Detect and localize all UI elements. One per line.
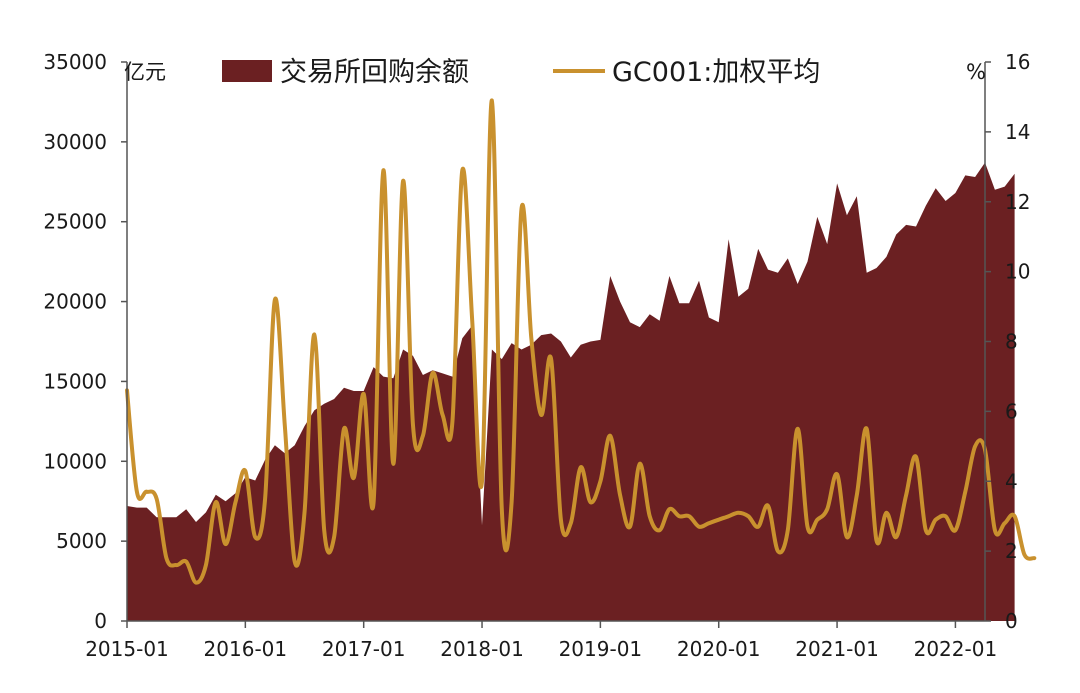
x-tick-label: 2017-01 bbox=[322, 637, 406, 661]
left-tick-label: 15000 bbox=[43, 369, 107, 393]
right-tick-label: 12 bbox=[1005, 190, 1030, 214]
x-tick-label: 2018-01 bbox=[440, 637, 524, 661]
left-tick-label: 20000 bbox=[43, 290, 107, 314]
x-tick-label: 2021-01 bbox=[795, 637, 879, 661]
right-tick-label: 16 bbox=[1005, 50, 1030, 74]
ticks-layer: 0 5000 10000 15000 20000 25000 30000 35000 0 2 4 6 8… bbox=[43, 50, 1030, 661]
x-tick-label: 2019-01 bbox=[559, 637, 643, 661]
area-repo-balance bbox=[127, 162, 1015, 621]
left-tick-label: 10000 bbox=[43, 449, 107, 473]
right-tick-label: 4 bbox=[1005, 469, 1018, 493]
left-tick-label: 25000 bbox=[43, 210, 107, 234]
x-tick-label: 2022-01 bbox=[914, 637, 998, 661]
right-tick-label: 8 bbox=[1005, 330, 1018, 354]
legend: 交易所回购余额 GC001:加权平均 bbox=[222, 57, 820, 88]
x-tick-label: 2020-01 bbox=[677, 637, 761, 661]
left-tick-label: 30000 bbox=[43, 130, 107, 154]
left-tick-label: 5000 bbox=[56, 529, 107, 553]
right-tick-label: 14 bbox=[1005, 120, 1030, 144]
x-tick-label: 2015-01 bbox=[85, 637, 169, 661]
right-tick-label: 6 bbox=[1005, 399, 1018, 423]
right-tick-label: 0 bbox=[1005, 609, 1018, 633]
series-layer bbox=[125, 98, 1037, 621]
legend-label-line: GC001:加权平均 bbox=[612, 57, 820, 88]
line-gc001 bbox=[125, 98, 1037, 585]
legend-swatch-area bbox=[222, 60, 272, 82]
left-axis-unit: 亿元 bbox=[124, 60, 166, 84]
left-tick-label: 35000 bbox=[43, 50, 107, 74]
right-axis-unit: % bbox=[966, 60, 986, 84]
left-tick-label: 0 bbox=[94, 609, 107, 633]
right-tick-label: 2 bbox=[1005, 539, 1018, 563]
right-tick-label: 10 bbox=[1005, 260, 1030, 284]
legend-label-area: 交易所回购余额 bbox=[280, 57, 469, 88]
x-tick-label: 2016-01 bbox=[204, 637, 288, 661]
